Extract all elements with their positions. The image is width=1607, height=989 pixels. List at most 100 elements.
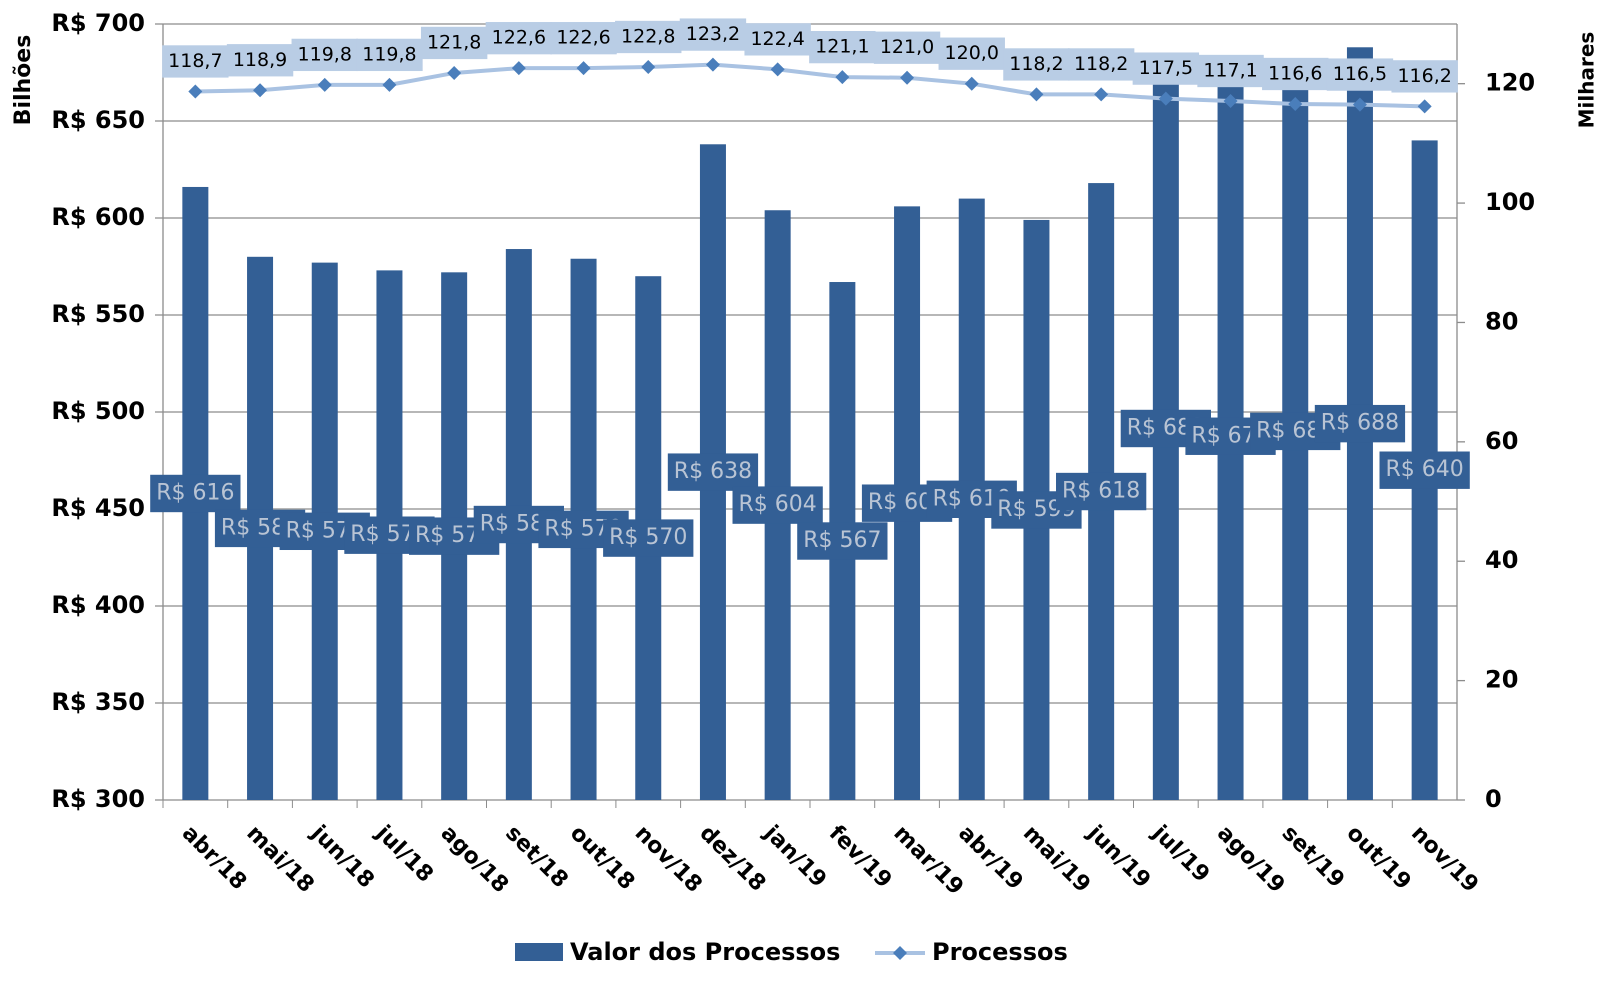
x-tick-label: ago/19 [1212, 821, 1289, 898]
line-value-label: 119,8 [298, 43, 352, 65]
line-labels: 118,7 118,9 119,8 119,8 121,8 122,6 122,6 122,8… [162, 18, 1458, 93]
x-tick-label: abr/18 [177, 821, 251, 895]
line-value-label: 116,2 [1397, 65, 1451, 87]
x-tick-label: jan/19 [758, 820, 831, 893]
line-value-label-box [873, 31, 941, 64]
line-value-label-box [162, 45, 229, 78]
y2-tick-label: 20 [1485, 666, 1518, 694]
y2-axis-title: Milhares [1575, 32, 1599, 129]
line-marker [835, 70, 850, 85]
legend-swatch [515, 943, 563, 961]
y-tick-label: R$ 350 [51, 688, 145, 716]
x-tick-label: mai/18 [242, 821, 319, 898]
bar-value-label-box [150, 474, 241, 513]
legend-label: Valor dos Processos [570, 938, 840, 966]
x-tick-label: dez/18 [694, 821, 770, 897]
y-tick-label: R$ 600 [51, 203, 145, 231]
y-tick-label: R$ 400 [51, 591, 145, 619]
line-marker [1029, 87, 1044, 102]
line-value-label-box [356, 38, 423, 72]
line-marker [1417, 99, 1432, 114]
bar-value-label-box [1056, 472, 1147, 511]
line-value-label-box [485, 22, 553, 55]
line-value-label-box [615, 20, 682, 54]
bar-value-label: R$ 640 [1386, 457, 1464, 482]
line-marker [511, 61, 526, 76]
x-tick-label: jun/18 [306, 820, 379, 893]
line-value-label-box [679, 18, 747, 51]
line-value-label-box [420, 26, 488, 60]
line-value-label-box [226, 44, 294, 77]
line-value-label-box [550, 22, 617, 55]
line-value-label: 120,0 [945, 42, 999, 64]
line-value-label: 118,2 [1074, 53, 1128, 75]
line [195, 62, 1425, 109]
x-tick-label: out/19 [1341, 821, 1415, 895]
y-tick-label: R$ 650 [51, 106, 145, 134]
line-marker [705, 57, 720, 72]
x-tick-label: mar/19 [889, 821, 968, 900]
y2-tick-label: 120 [1485, 69, 1535, 97]
line-value-label-box [1197, 54, 1264, 88]
line-value-label: 121,8 [427, 31, 481, 53]
line-value-label-box [1326, 58, 1394, 91]
line-value-label-box [1262, 57, 1329, 91]
y-tick-label: R$ 500 [51, 397, 145, 425]
line-marker [576, 61, 591, 76]
line-value-label: 122,8 [621, 25, 675, 47]
y-tick-label: R$ 700 [51, 9, 145, 37]
line-marker [447, 65, 462, 80]
y-axis-title: Bilhões [11, 35, 36, 126]
x-tick-label: nov/19 [1406, 821, 1483, 898]
legend-label: Processos [932, 938, 1068, 966]
x-tick-label: nov/18 [630, 821, 707, 898]
y-tick-label: R$ 450 [51, 494, 145, 522]
bar-value-label-box [732, 486, 823, 524]
y-tick-label: R$ 300 [51, 785, 145, 813]
bar-value-label-box [1379, 451, 1470, 489]
line-value-label: 116,5 [1333, 63, 1387, 85]
line-marker [188, 84, 203, 99]
line-marker [1094, 87, 1109, 102]
bar-value-label: R$ 616 [156, 480, 234, 505]
bar-value-label-box [667, 453, 759, 491]
line-marker [770, 62, 785, 77]
line-marker [1288, 96, 1303, 111]
line-value-label-box [1132, 52, 1200, 85]
line-marker [1223, 94, 1238, 109]
bar-value-label: R$ 618 [1062, 479, 1140, 504]
bar-value-label: R$ 604 [739, 492, 817, 517]
line-value-label: 117,5 [1139, 57, 1193, 79]
line-value-label-box [291, 38, 358, 72]
line-value-label: 117,1 [1203, 60, 1257, 82]
x-tick-label: jul/18 [370, 820, 437, 887]
line-value-label: 122,6 [492, 27, 546, 49]
line-value-label: 122,4 [750, 28, 804, 50]
x-tick-label: ago/18 [436, 821, 513, 898]
x-tick-label: jul/19 [1147, 820, 1214, 887]
y-tick-label: R$ 550 [51, 300, 145, 328]
line-value-label: 122,6 [556, 27, 610, 49]
line-marker [641, 59, 656, 74]
line-value-label: 121,1 [815, 36, 869, 58]
line-marker [1352, 97, 1367, 112]
bar-value-label-box [797, 522, 888, 560]
y2-tick-label: 100 [1485, 188, 1535, 216]
y2-tick-label: 80 [1485, 307, 1518, 335]
line-value-label: 118,2 [1009, 53, 1063, 75]
line-value-label-box [1391, 60, 1458, 93]
bar-value-label-box [1314, 404, 1406, 443]
line-value-label-box [744, 23, 811, 56]
line-value-label: 123,2 [686, 23, 740, 45]
x-tick-label: jun/19 [1082, 820, 1155, 893]
y2-tick-label: 0 [1485, 785, 1502, 813]
line-marker [964, 76, 979, 91]
bar-value-label: R$ 567 [803, 528, 881, 553]
y2-tick-label: 40 [1485, 546, 1518, 574]
line-value-label: 119,8 [362, 43, 416, 65]
x-tick-label: fev/19 [824, 821, 896, 893]
y2-tick-label: 60 [1485, 427, 1518, 455]
legend-marker [893, 946, 907, 960]
line-value-label: 116,6 [1268, 62, 1322, 84]
